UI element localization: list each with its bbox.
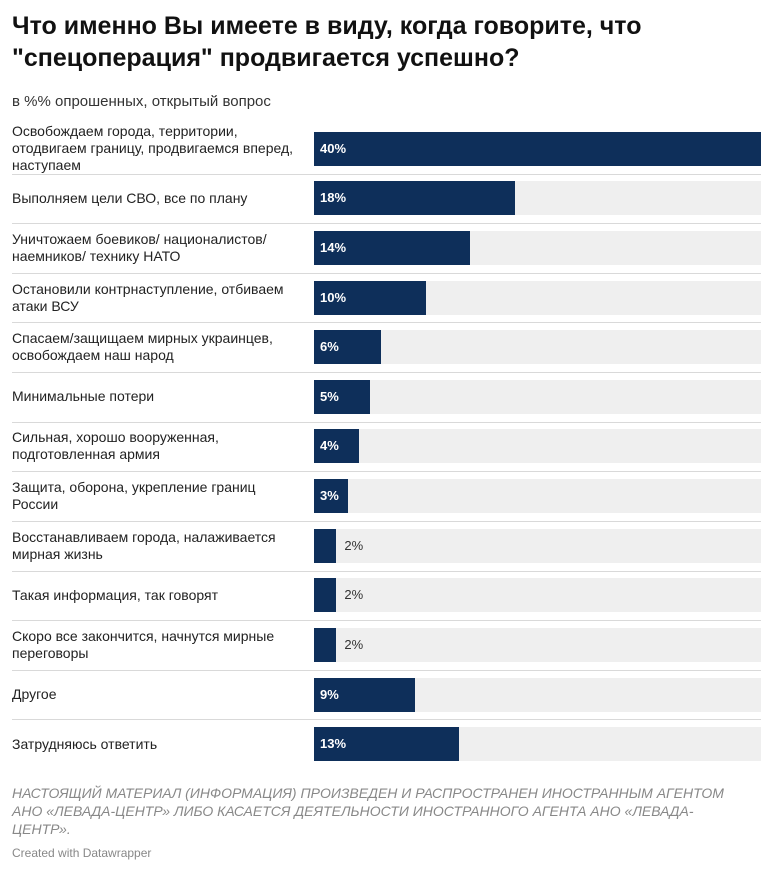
bar-track: 5% <box>314 379 761 414</box>
chart-row: Выполняем цели СВО, все по плану 18% <box>0 173 771 224</box>
value-label: 4% <box>320 438 339 454</box>
bar-chart: Освобождаем города, территории, отодвига… <box>0 123 771 769</box>
bar-track: 3% <box>314 479 761 514</box>
chart-title: Что именно Вы имеете в виду, когда говор… <box>12 12 642 72</box>
category-label: Уничтожаем боевиков/ националистов/ наем… <box>12 231 267 265</box>
value-label: 2% <box>344 587 364 603</box>
chart-row: Минимальные потери 5% <box>0 372 771 422</box>
chart-row: Восстанавливаем города, налаживается мир… <box>0 520 771 571</box>
category-label: Другое <box>12 686 57 703</box>
value-label: 40% <box>320 140 347 156</box>
chart-row: Освобождаем города, территории, отодвига… <box>0 123 771 174</box>
bar-track: 13% <box>314 727 761 762</box>
bar <box>314 727 460 762</box>
row-divider <box>12 421 761 423</box>
chart-row: Другое 9% <box>0 669 771 720</box>
bar <box>314 131 761 166</box>
bar <box>314 231 471 266</box>
bar <box>314 181 516 216</box>
row-divider <box>12 372 761 374</box>
category-label: Сильная, хорошо вооруженная, подготовлен… <box>12 429 219 463</box>
value-label: 3% <box>320 488 339 504</box>
row-divider <box>12 719 761 721</box>
bar-track: 18% <box>314 181 761 216</box>
bar <box>314 677 415 712</box>
row-divider <box>12 620 761 622</box>
bar <box>314 429 359 464</box>
bar-track: 10% <box>314 280 761 315</box>
chart-row: Скоро все закончится, начнутся мирные пе… <box>0 620 771 670</box>
row-divider <box>12 272 761 274</box>
row-divider <box>12 223 761 225</box>
row-divider <box>12 471 761 473</box>
bar <box>314 330 382 365</box>
row-divider <box>12 520 761 522</box>
bar-track: 2% <box>314 528 761 563</box>
category-label: Защита, оборона, укрепление границ Росси… <box>12 479 256 513</box>
category-label: Восстанавливаем города, налаживается мир… <box>12 528 276 562</box>
row-divider <box>12 570 761 572</box>
value-label: 13% <box>320 736 347 752</box>
category-label: Затрудняюсь ответить <box>12 735 158 752</box>
category-label: Освобождаем города, территории, отодвига… <box>12 123 294 174</box>
value-label: 2% <box>344 537 364 553</box>
category-label: Выполняем цели СВО, все по плану <box>12 189 248 206</box>
bar <box>314 627 337 662</box>
category-label: Остановили контрнаступление, отбиваем ат… <box>12 280 284 314</box>
bar <box>314 280 426 315</box>
category-label: Спасаем/защищаем мирных украинцев, освоб… <box>12 330 273 364</box>
value-label: 18% <box>320 190 347 206</box>
value-label: 9% <box>320 686 339 702</box>
bar <box>314 578 337 613</box>
category-label: Такая информация, так говорят <box>12 586 218 603</box>
value-label: 2% <box>344 636 364 652</box>
chart-row: Спасаем/защищаем мирных украинцев, освоб… <box>0 322 771 372</box>
bar-track: 9% <box>314 677 761 712</box>
bar-track: 40% <box>314 131 761 166</box>
datawrapper-credit: Created with Datawrapper <box>12 846 152 860</box>
bar <box>314 479 348 514</box>
bar-track: 14% <box>314 231 761 266</box>
chart-row: Защита, оборона, укрепление границ Росси… <box>0 471 771 521</box>
value-label: 6% <box>320 339 339 355</box>
bar-track: 2% <box>314 627 761 662</box>
chart-subtitle: в %% опрошенных, открытый вопрос <box>12 93 271 110</box>
category-label: Минимальные потери <box>12 388 155 405</box>
chart-row: Остановили контрнаступление, отбиваем ат… <box>0 272 771 323</box>
value-label: 14% <box>320 240 347 256</box>
chart-row: Уничтожаем боевиков/ националистов/ наем… <box>0 223 771 273</box>
foreign-agent-notice: НАСТОЯЩИЙ МАТЕРИАЛ (ИНФОРМАЦИЯ) ПРОИЗВЕД… <box>12 785 724 837</box>
bar-track: 6% <box>314 330 761 365</box>
chart-row: Такая информация, так говорят 2% <box>0 570 771 621</box>
bar <box>314 528 337 563</box>
bar-track: 2% <box>314 578 761 613</box>
value-label: 5% <box>320 388 339 404</box>
bar-track: 4% <box>314 429 761 464</box>
chart-row: Сильная, хорошо вооруженная, подготовлен… <box>0 421 771 472</box>
chart-row: Затрудняюсь ответить 13% <box>0 719 771 769</box>
bar <box>314 379 370 414</box>
category-label: Скоро все закончится, начнутся мирные пе… <box>12 627 275 661</box>
row-divider <box>12 322 761 324</box>
row-divider <box>12 669 761 671</box>
row-divider <box>12 173 761 175</box>
value-label: 10% <box>320 289 347 305</box>
